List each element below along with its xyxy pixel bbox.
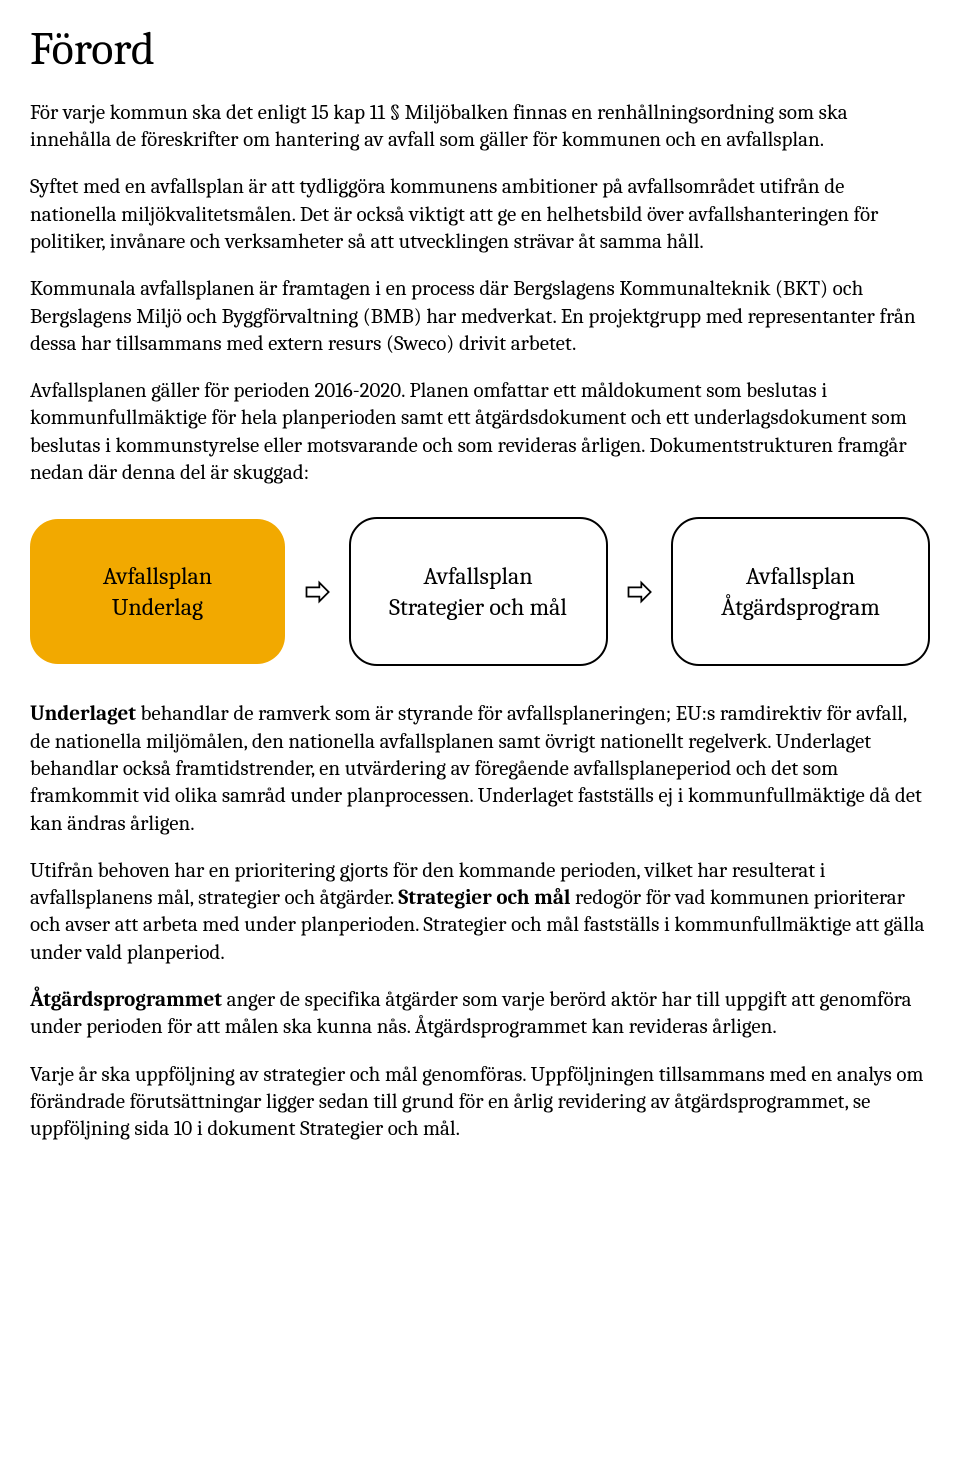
arrow-icon [624,578,654,606]
bold-term: Åtgärdsprogrammet [30,988,222,1012]
bold-term: Underlaget [30,702,136,726]
diagram-box-strategier: Avfallsplan Strategier och mål [349,517,608,666]
paragraph: Syftet med en avfallsplan är att tydligg… [30,174,930,256]
box-line: Avfallsplan [103,561,212,592]
bold-term: Strategier och mål [398,886,570,910]
arrow-icon [302,578,332,606]
page-title: Förord [30,20,930,80]
text: behandlar de ramverk som är styrande för… [30,702,922,835]
box-line: Avfallsplan [746,561,855,592]
box-line: Underlag [112,592,203,623]
diagram-box-underlag: Avfallsplan Underlag [30,519,285,664]
paragraph: Varje år ska uppföljning av strategier o… [30,1062,930,1144]
paragraph: Åtgärdsprogrammet anger de specifika åtg… [30,987,930,1042]
paragraph: Kommunala avfallsplanen är framtagen i e… [30,276,930,358]
box-line: Avfallsplan [423,561,532,592]
paragraph: Underlaget behandlar de ramverk som är s… [30,701,930,837]
paragraph: För varje kommun ska det enligt 15 kap 1… [30,100,930,155]
paragraph: Utifrån behoven har en prioritering gjor… [30,858,930,967]
box-line: Strategier och mål [389,592,567,623]
diagram-box-atgardsprogram: Avfallsplan Åtgärdsprogram [671,517,930,666]
diagram: Avfallsplan Underlag Avfallsplan Strateg… [30,517,930,666]
paragraph: Avfallsplanen gäller för perioden 2016-2… [30,378,930,487]
box-line: Åtgärdsprogram [721,592,880,623]
